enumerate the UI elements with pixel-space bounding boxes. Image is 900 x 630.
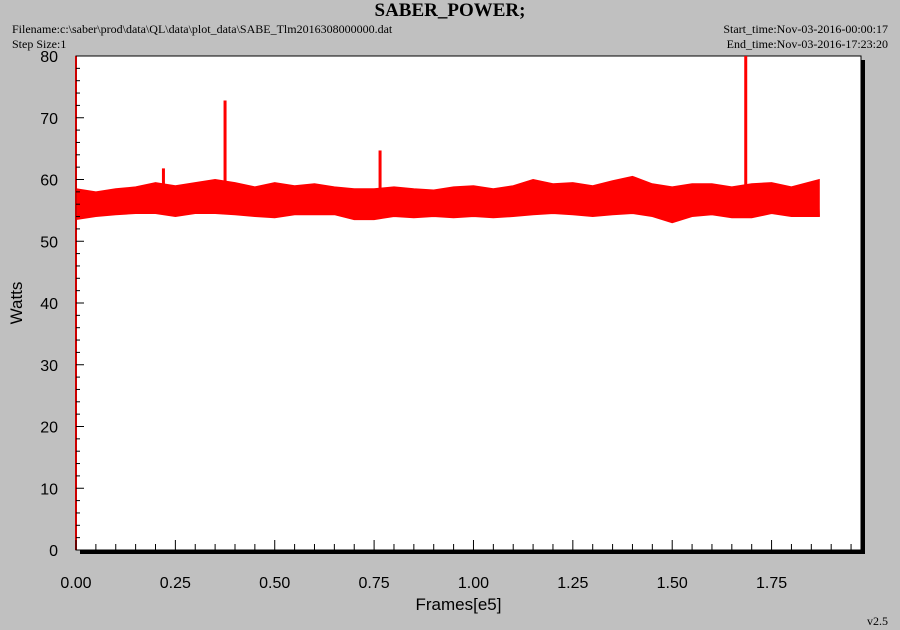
x-tick-label: 1.75 <box>756 575 787 592</box>
series-line <box>75 195 820 206</box>
x-tick-label: 0.25 <box>160 575 191 592</box>
y-tick-label: 30 <box>40 358 58 375</box>
y-tick-label: 50 <box>40 234 58 251</box>
axis-layer: 0 10 20 30 40 50 60 70 80 0.00 0.25 0.50 0.75 1.00 1.2… <box>40 49 852 592</box>
x-tick-label: 1.50 <box>657 575 688 592</box>
x-tick-label: 0.00 <box>60 575 91 592</box>
version-label: v2.5 <box>867 614 888 628</box>
start-time-label: Start_time:Nov-03-2016-00:00:17 <box>723 22 888 36</box>
y-tick-label: 20 <box>40 420 58 437</box>
end-time-label: End_time:Nov-03-2016-17:23:20 <box>726 37 888 51</box>
x-axis-title: Frames[e5] <box>416 595 502 614</box>
x-tick-label: 1.25 <box>557 575 588 592</box>
chart-title: SABER_POWER; <box>374 0 526 21</box>
x-tick-label: 0.75 <box>359 575 390 592</box>
series-noise <box>75 176 820 223</box>
step-size-label: Step Size:1 <box>12 37 67 51</box>
x-tick-label: 0.50 <box>259 575 290 592</box>
y-tick-label: 10 <box>40 481 58 498</box>
y-tick-label: 0 <box>49 543 58 560</box>
y-tick-label: 80 <box>40 49 58 66</box>
plot-area <box>75 55 862 551</box>
series-layer <box>75 56 820 224</box>
y-tick-label: 40 <box>40 296 58 313</box>
y-tick-label: 60 <box>40 173 58 190</box>
y-axis-title: Watts <box>7 282 26 325</box>
filename-label: Filename:c:\saber\prod\data\QL\data\plot… <box>12 22 393 36</box>
x-tick-label: 1.00 <box>458 575 489 592</box>
y-tick-label: 70 <box>40 111 58 128</box>
